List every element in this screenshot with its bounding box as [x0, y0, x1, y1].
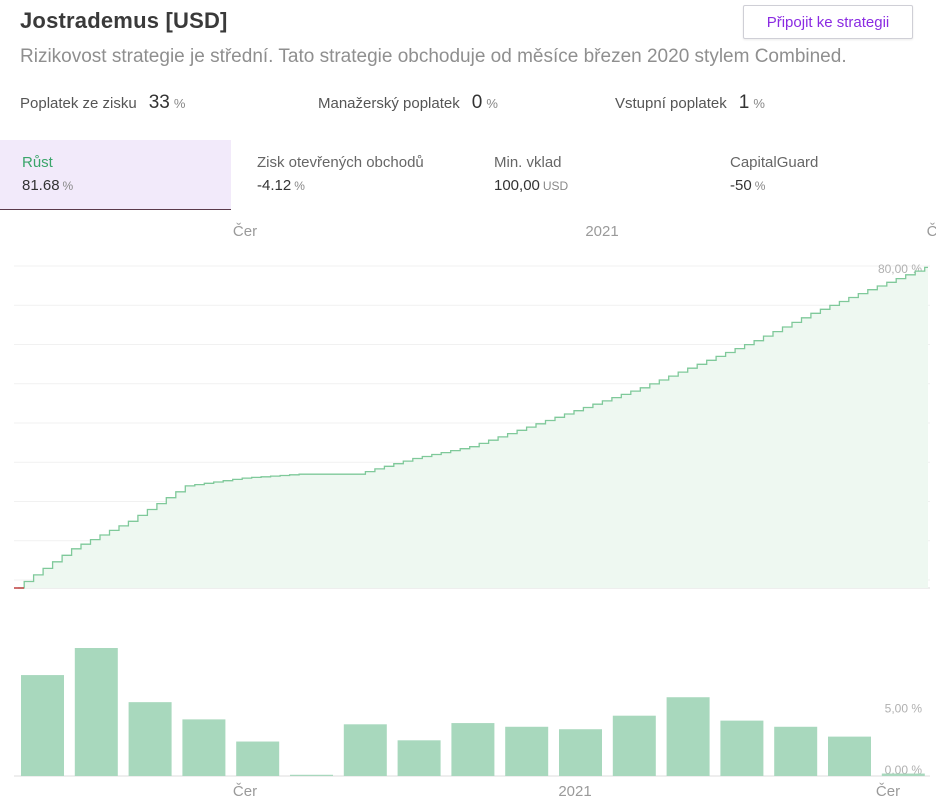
stat-unit: % — [294, 179, 305, 193]
growth-area — [18, 267, 928, 588]
fee-unit: % — [486, 96, 498, 111]
fee-label: Vstupní poplatek — [615, 95, 727, 112]
monthly-bar — [182, 719, 226, 776]
fee-label: Poplatek ze zisku — [20, 95, 137, 112]
monthly-bar — [21, 675, 64, 776]
stat-value: 100,00 — [494, 177, 540, 194]
join-strategy-button[interactable]: Připojit ke strategii — [743, 5, 913, 39]
growth-charts: Čer2021Č0,00 %10,00 %20,00 %30,00 %40,00… — [14, 223, 936, 800]
fee-entry: Vstupní poplatek 1 % — [615, 92, 765, 114]
monthly-bar — [559, 729, 602, 776]
fee-management: Manažerský poplatek 0 % — [318, 92, 498, 114]
bar-y-tick-label: 5,00 % — [885, 701, 923, 715]
x-tick-label: Čer — [233, 223, 257, 240]
tab-capitalguard[interactable]: CapitalGuard -50% — [708, 140, 936, 210]
bar-y-tick-label: 0,00 % — [885, 763, 923, 777]
stat-label: Růst — [22, 154, 53, 171]
monthly-bar — [74, 648, 118, 776]
monthly-bar — [397, 740, 441, 776]
bar-x-tick-label: Čer — [233, 783, 257, 800]
tab-min-deposit[interactable]: Min. vklad 100,00 USD — [472, 140, 708, 210]
tab-open-profit[interactable]: Zisk otevřených obchodů -4.12% — [235, 140, 471, 210]
strategy-description: Rizikovost strategie je střední. Tato st… — [20, 46, 847, 67]
fee-label: Manažerský poplatek — [318, 95, 460, 112]
monthly-bar — [828, 736, 871, 776]
y-tick-label: 80,00 % — [878, 262, 922, 276]
fee-value: 33 — [148, 92, 170, 113]
stat-label: Min. vklad — [494, 154, 562, 171]
fee-unit: % — [173, 96, 186, 111]
monthly-bar — [666, 697, 710, 776]
monthly-bar — [128, 702, 172, 776]
monthly-bar — [236, 741, 280, 776]
stat-unit: % — [62, 179, 74, 193]
tab-growth[interactable]: Růst 81.68% — [0, 140, 231, 210]
monthly-bar — [774, 726, 818, 776]
fee-value: 1 — [738, 92, 750, 113]
bar-x-tick-label: Čer — [876, 783, 900, 800]
x-tick-label: 2021 — [585, 223, 618, 240]
stats-tabs: Růst 81.68% Zisk otevřených obchodů -4.1… — [0, 140, 936, 210]
stat-unit: % — [754, 179, 766, 193]
monthly-bar — [505, 726, 549, 776]
fee-unit: % — [753, 96, 765, 111]
stat-label: CapitalGuard — [730, 154, 819, 171]
x-tick-label: Č — [927, 223, 936, 240]
stat-value: -4.12 — [257, 177, 292, 194]
growth-line — [18, 266, 928, 589]
stat-value: 81.68 — [22, 177, 60, 194]
monthly-bar — [290, 774, 333, 776]
fees-row: Poplatek ze zisku 33 % Manažerský poplat… — [0, 92, 936, 118]
stat-unit: USD — [542, 179, 569, 193]
bar-x-tick-label: 2021 — [558, 783, 591, 800]
monthly-bar — [612, 715, 656, 776]
strategy-title: Jostrademus [USD] — [20, 8, 228, 33]
fee-performance: Poplatek ze zisku 33 % — [20, 92, 185, 114]
monthly-bar — [343, 724, 387, 776]
fee-value: 0 — [471, 92, 483, 113]
stat-value: -50 — [730, 177, 752, 194]
stat-label: Zisk otevřených obchodů — [257, 154, 424, 171]
monthly-bar — [451, 723, 495, 776]
monthly-bar — [881, 773, 925, 776]
monthly-bar — [720, 720, 764, 776]
